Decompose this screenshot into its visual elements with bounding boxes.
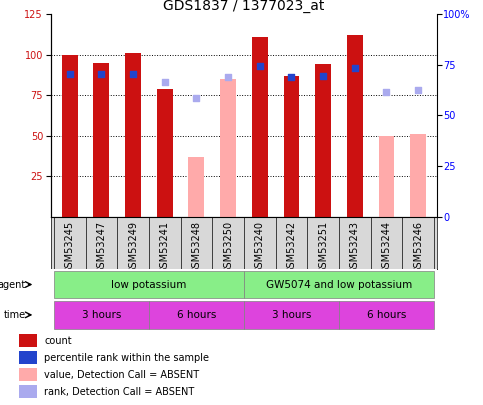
Text: 3 hours: 3 hours [82,310,121,320]
Text: GSM53245: GSM53245 [65,221,75,274]
Title: GDS1837 / 1377023_at: GDS1837 / 1377023_at [163,0,325,13]
Bar [244,271,434,298]
Point [193,95,200,102]
Bar [19,385,38,398]
Text: GSM53250: GSM53250 [223,221,233,274]
Text: 6 hours: 6 hours [177,310,216,320]
Text: GSM53242: GSM53242 [286,221,297,274]
Bar [284,76,299,217]
Text: time: time [3,310,26,320]
Bar [149,301,244,328]
Bar [315,64,331,217]
Text: GSM53251: GSM53251 [318,221,328,274]
Bar [188,157,204,217]
Point [351,64,359,71]
Bar [19,334,38,347]
Bar [54,271,244,298]
Text: count: count [44,335,72,345]
Point [383,89,390,95]
Point [161,79,169,85]
Text: GW5074 and low potassium: GW5074 and low potassium [266,279,412,290]
Point [287,74,295,81]
Text: GSM53240: GSM53240 [255,221,265,274]
Text: rank, Detection Call = ABSENT: rank, Detection Call = ABSENT [44,386,195,396]
Text: percentile rank within the sample: percentile rank within the sample [44,352,210,362]
Text: GSM53241: GSM53241 [160,221,170,274]
Text: 3 hours: 3 hours [272,310,311,320]
Text: GSM53243: GSM53243 [350,221,360,274]
Bar [252,37,268,217]
Point [129,71,137,77]
Text: low potassium: low potassium [111,279,186,290]
Bar [54,301,149,328]
Point [224,74,232,81]
Text: GSM53246: GSM53246 [413,221,423,274]
Text: GSM53249: GSM53249 [128,221,138,274]
Text: agent: agent [0,279,26,290]
Bar [94,63,109,217]
Text: GSM53248: GSM53248 [191,221,201,274]
Bar [125,53,141,217]
Bar [157,89,172,217]
Bar [220,79,236,217]
Text: value, Detection Call = ABSENT: value, Detection Call = ABSENT [44,369,199,379]
Point [98,71,105,77]
Bar [62,55,78,217]
Point [414,87,422,94]
Bar [19,368,38,381]
Text: 6 hours: 6 hours [367,310,406,320]
Point [256,63,264,69]
Bar [339,301,434,328]
Bar [379,136,394,217]
Text: GSM53244: GSM53244 [382,221,391,274]
Bar [244,301,339,328]
Point [319,72,327,79]
Bar [19,351,38,364]
Text: GSM53247: GSM53247 [97,221,106,274]
Bar [347,35,363,217]
Bar [410,134,426,217]
Point [66,71,73,77]
